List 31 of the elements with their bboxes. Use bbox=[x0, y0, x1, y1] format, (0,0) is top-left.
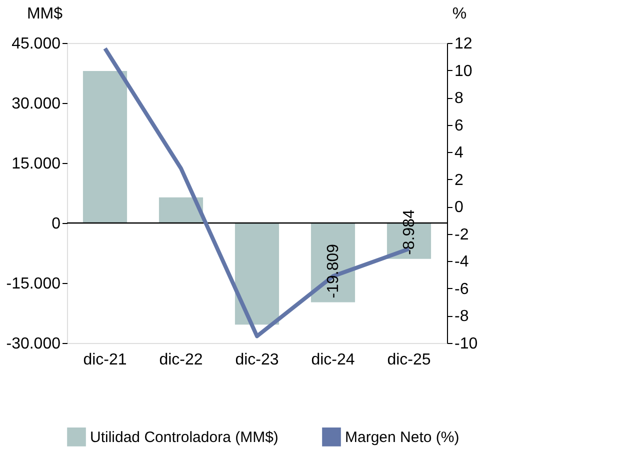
y2-tick-label: 8 bbox=[454, 90, 464, 108]
x-tick-label: dic-24 bbox=[311, 352, 355, 368]
y-tick-label: 15.000 bbox=[12, 156, 61, 172]
x-tick-label: dic-22 bbox=[159, 352, 203, 368]
y2-tick-label: 10 bbox=[454, 62, 472, 80]
y2-tick-label: 12 bbox=[454, 36, 472, 52]
y-tick-label: 30.000 bbox=[12, 96, 61, 112]
legend-label: Margen Neto (%) bbox=[345, 428, 460, 446]
y2-tick-label: 6 bbox=[454, 117, 464, 134]
x-tick-label: dic-21 bbox=[83, 352, 127, 368]
bar bbox=[234, 223, 280, 325]
y-tick-label: -30.000 bbox=[6, 336, 61, 352]
y2-tick-label: -8 bbox=[454, 308, 469, 326]
y2-tick-label: 4 bbox=[454, 144, 464, 162]
x-tick-label: dic-25 bbox=[387, 352, 431, 368]
y2-tick-label: 0 bbox=[454, 199, 464, 216]
y2-tick-label: -6 bbox=[454, 280, 469, 298]
y-tick-label: 0 bbox=[52, 216, 61, 232]
data-label: -19.809 bbox=[325, 244, 342, 298]
y-tick-label: -15.000 bbox=[6, 276, 61, 292]
y-tick-label: 45.000 bbox=[12, 36, 61, 52]
x-tick-label: dic-23 bbox=[235, 352, 279, 368]
y2-tick-label: -2 bbox=[454, 226, 469, 244]
y2-tick-label: -4 bbox=[454, 254, 469, 271]
y2-tick-label: -10 bbox=[454, 336, 478, 352]
legend-label: Utilidad Controladora (MM$) bbox=[90, 428, 278, 446]
y2-axis-title: % bbox=[452, 6, 467, 22]
y-axis-title: MM$ bbox=[26, 6, 63, 22]
y2-tick-label: 2 bbox=[454, 172, 464, 189]
bar bbox=[82, 71, 128, 223]
data-label: -8.984 bbox=[401, 209, 418, 255]
